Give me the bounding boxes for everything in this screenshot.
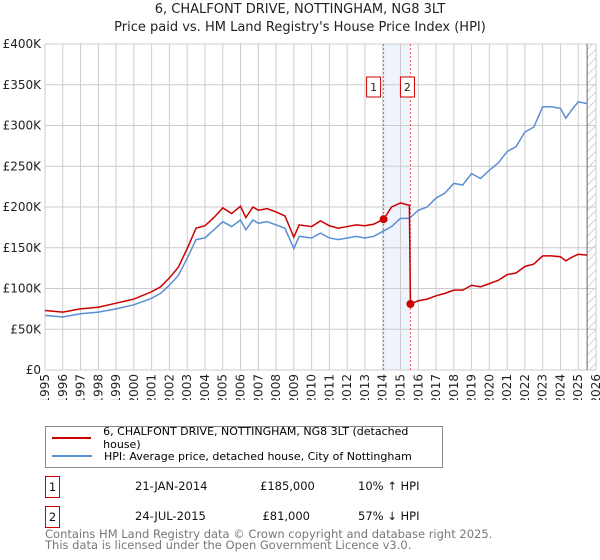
x-tick-label: 2019 (465, 374, 479, 400)
transaction-date: 24-JUL-2015 (135, 509, 206, 523)
legend: 6, CHALFONT DRIVE, NOTTINGHAM, NG8 3LT (… (45, 425, 443, 468)
x-tick-label: 1997 (74, 374, 88, 400)
x-tick-label: 1999 (109, 374, 123, 400)
chart-subtitle: Price paid vs. HM Land Registry's House … (114, 20, 486, 35)
x-tick-label: 2010 (305, 374, 319, 400)
transaction-marker: 1 (45, 476, 60, 498)
x-tick-label: 1996 (56, 374, 70, 400)
transaction-price: £185,000 (260, 479, 315, 493)
y-tick-label: £0 (26, 363, 41, 377)
price-chart: £0 £50K £100K £150K £200K £250K £300K £350K £400… (3, 37, 600, 400)
legend-label: 6, CHALFONT DRIVE, NOTTINGHAM, NG8 3LT (… (103, 425, 409, 451)
y-tick-label: £300K (3, 119, 43, 133)
y-tick-label: £250K (3, 159, 43, 173)
sale-point (379, 215, 388, 224)
y-tick-label: £350K (3, 78, 43, 92)
sale-point (406, 299, 415, 308)
y-tick-label: £200K (3, 200, 43, 214)
annotation-label: 1 (370, 81, 377, 94)
annotation-box (366, 76, 382, 98)
footer: Contains HM Land Registry data © Crown c… (45, 527, 493, 552)
transaction-row: 2 24-JUL-2015 £81,000 57% ↓ HPI (45, 506, 545, 528)
x-tick-label: 2020 (482, 374, 496, 400)
y-tick-label: £100K (3, 282, 43, 296)
x-tick-label: 2024 (553, 374, 567, 400)
x-tick-label: 2005 (216, 374, 230, 400)
x-tick-label: 2011 (322, 374, 336, 400)
transaction-price: £81,000 (262, 509, 310, 523)
x-tick-label: 2001 (145, 374, 159, 400)
x-tick-label: 1995 (38, 374, 52, 400)
legend-swatch-red (52, 437, 92, 439)
footer-line: This data is licensed under the Open Gov… (45, 538, 412, 552)
legend-swatch-blue (52, 455, 92, 457)
series-line (44, 202, 588, 313)
x-tick-label: 2021 (500, 374, 514, 400)
x-tick-label: 2006 (234, 374, 248, 400)
transaction-hpi: 57% ↓ HPI (358, 509, 420, 523)
transaction-hpi: 10% ↑ HPI (358, 479, 420, 493)
x-tick-label: 2014 (376, 374, 390, 400)
annotation-label: 2 (404, 81, 411, 94)
y-tick-label: £400K (3, 37, 43, 51)
transaction-marker: 2 (45, 506, 60, 528)
legend-label: HPI: Average price, detached house, City… (104, 449, 412, 463)
x-tick-label: 2012 (340, 374, 354, 400)
footer-line: Contains HM Land Registry data © Crown c… (45, 527, 493, 541)
transaction-date: 21-JAN-2014 (135, 479, 208, 493)
transaction-row: 1 21-JAN-2014 £185,000 10% ↑ HPI (45, 476, 545, 498)
x-tick-label: 2025 (571, 374, 585, 400)
x-tick-label: 2022 (518, 374, 532, 400)
x-tick-label: 2023 (536, 374, 550, 400)
y-tick-label: £150K (3, 241, 43, 255)
chart-title: 6, CHALFONT DRIVE, NOTTINGHAM, NG8 3LT (154, 2, 446, 17)
x-tick-label: 2007 (251, 374, 265, 400)
x-tick-label: 2016 (411, 374, 425, 400)
x-tick-label: 2004 (198, 374, 212, 400)
legend-item-property: 6, CHALFONT DRIVE, NOTTINGHAM, NG8 3LT (… (52, 425, 442, 451)
x-tick-label: 2017 (429, 374, 443, 400)
y-tick-label: £50K (10, 322, 42, 336)
x-tick-label: 2013 (358, 374, 372, 400)
x-tick-label: 2009 (287, 374, 301, 400)
x-tick-label: 2015 (393, 374, 407, 400)
legend-item-hpi: HPI: Average price, detached house, City… (52, 448, 412, 464)
x-tick-label: 2000 (127, 374, 141, 400)
x-tick-label: 1998 (91, 374, 105, 400)
x-tick-label: 2002 (162, 374, 176, 400)
x-tick-label: 2026 (589, 374, 600, 400)
x-tick-label: 2018 (447, 374, 461, 400)
x-tick-label: 2003 (180, 374, 194, 400)
x-tick-label: 2008 (269, 374, 283, 400)
annotation-box (399, 76, 415, 98)
series-line (44, 101, 588, 318)
